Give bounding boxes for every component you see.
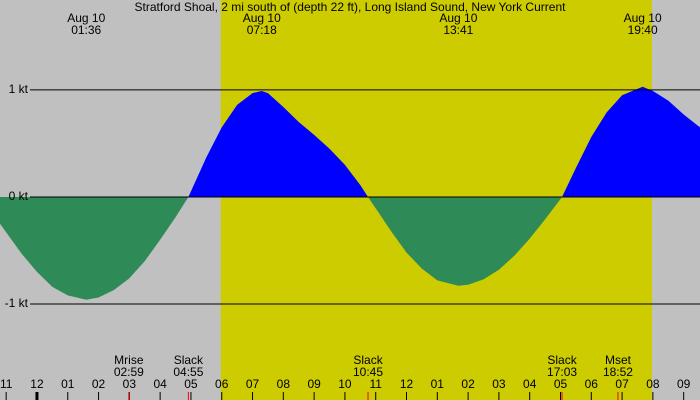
x-tick-label: 08 xyxy=(646,377,660,391)
extremum-time: 13:41 xyxy=(443,23,473,37)
x-tick-label: 12 xyxy=(30,377,44,391)
extremum-date: Aug 10 xyxy=(67,11,105,25)
x-tick-label: 09 xyxy=(677,377,691,391)
x-tick-label: 08 xyxy=(277,377,291,391)
event-name: Mset xyxy=(605,353,632,367)
extremum-time: 07:18 xyxy=(247,23,277,37)
event-name: Mrise xyxy=(114,353,144,367)
extremum-date: Aug 10 xyxy=(439,11,477,25)
x-tick-label: 10 xyxy=(338,377,352,391)
extremum-date: Aug 10 xyxy=(243,11,281,25)
event-name: Slack xyxy=(174,353,204,367)
event-name: Slack xyxy=(353,353,383,367)
flood-area xyxy=(562,86,700,197)
x-tick-label: 04 xyxy=(153,377,167,391)
chart-title: Stratford Shoal, 2 mi south of (depth 22… xyxy=(135,0,567,14)
x-tick-label: 02 xyxy=(461,377,475,391)
y-tick-label: -1 kt xyxy=(5,296,29,310)
y-tick-label: 1 kt xyxy=(9,82,29,96)
x-tick-label: 07 xyxy=(246,377,260,391)
ebb-area xyxy=(0,196,189,300)
x-tick-label: 11 xyxy=(369,377,382,391)
event-time: 04:55 xyxy=(173,365,203,379)
x-tick-label: 11 xyxy=(0,377,13,391)
x-tick-label: 06 xyxy=(585,377,599,391)
x-tick-label: 01 xyxy=(61,377,75,391)
x-tick-label: 05 xyxy=(554,377,568,391)
x-tick-label: 01 xyxy=(431,377,445,391)
x-tick-label: 05 xyxy=(184,377,198,391)
ebb-area xyxy=(368,196,563,286)
x-tick-label: 09 xyxy=(307,377,321,391)
x-tick-label: 03 xyxy=(492,377,506,391)
extremum-time: 01:36 xyxy=(71,23,101,37)
extremum-date: Aug 10 xyxy=(624,11,662,25)
x-tick-label: 04 xyxy=(523,377,537,391)
event-time: 02:59 xyxy=(114,365,144,379)
event-name: Slack xyxy=(547,353,577,367)
flood-area xyxy=(188,90,369,197)
event-time: 10:45 xyxy=(353,365,383,379)
y-tick-label: 0 kt xyxy=(9,189,29,203)
x-tick-label: 06 xyxy=(215,377,229,391)
event-time: 18:52 xyxy=(603,365,633,379)
x-tick-label: 03 xyxy=(123,377,137,391)
event-time: 17:03 xyxy=(547,365,577,379)
extremum-time: 19:40 xyxy=(628,23,658,37)
x-tick-label: 02 xyxy=(92,377,106,391)
x-tick-label: 07 xyxy=(615,377,629,391)
x-tick-label: 12 xyxy=(400,377,414,391)
